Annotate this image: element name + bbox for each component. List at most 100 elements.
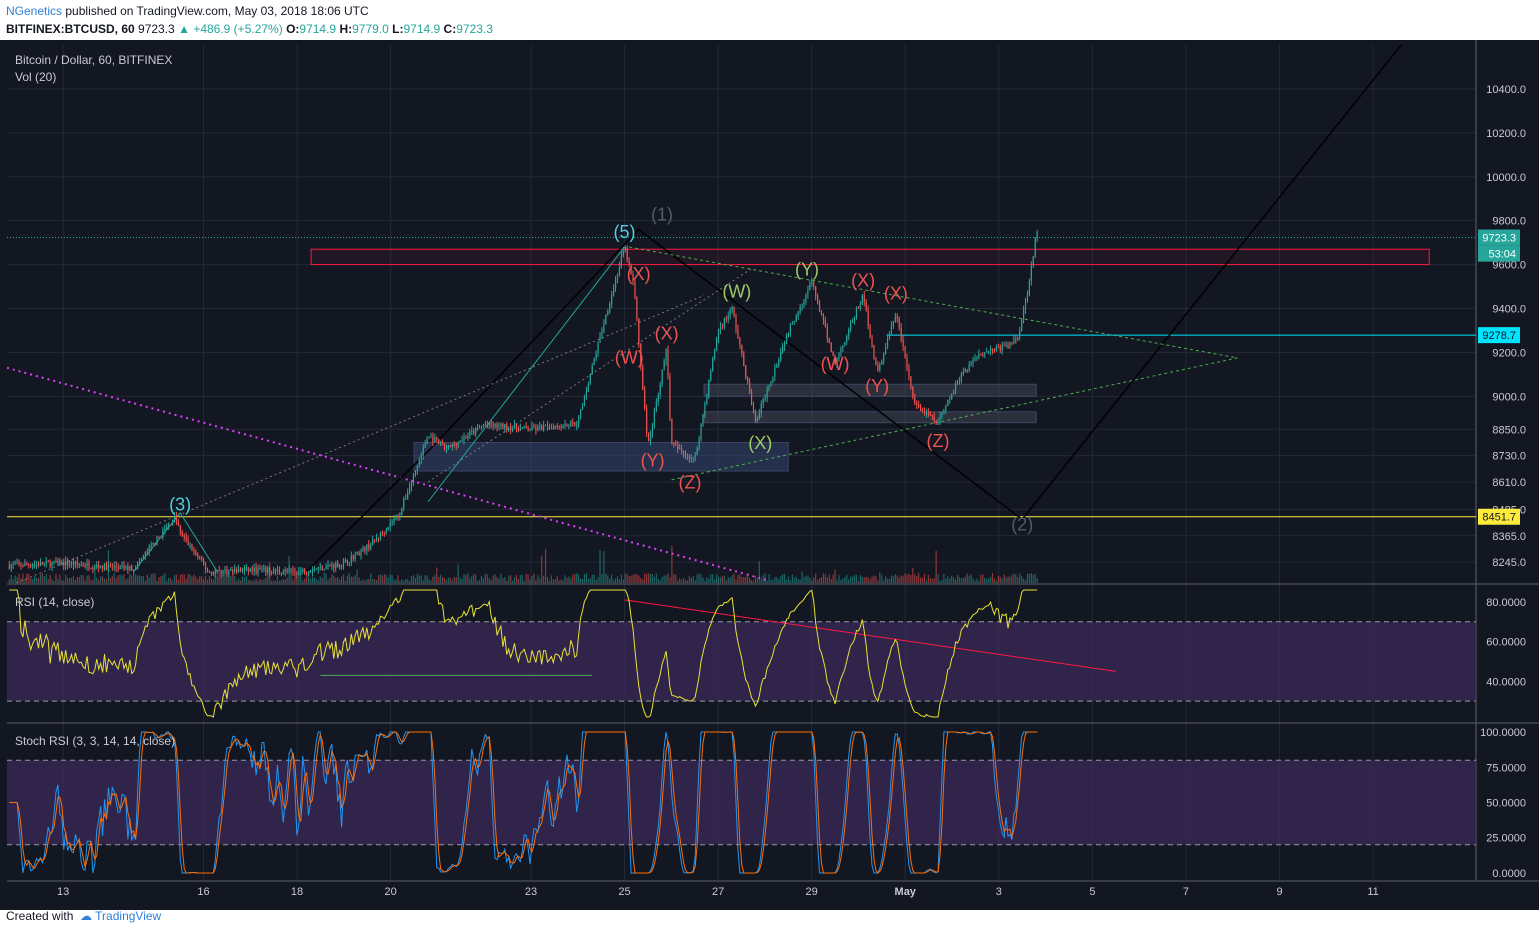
volume-bar bbox=[515, 574, 518, 583]
candle-body bbox=[461, 440, 463, 442]
volume-bar bbox=[888, 579, 891, 583]
volume-bar bbox=[550, 575, 553, 583]
tradingview-link[interactable]: TradingView bbox=[95, 909, 162, 923]
volume-bar bbox=[1032, 574, 1034, 583]
candle-body bbox=[888, 333, 891, 339]
symbol-label: BITFINEX:BTCUSD, 60 bbox=[6, 22, 135, 36]
volume-bar bbox=[581, 578, 584, 583]
candle-body bbox=[471, 431, 473, 433]
volume-bar bbox=[533, 573, 535, 583]
candle-body bbox=[541, 425, 543, 431]
candle-body bbox=[263, 567, 265, 569]
wave-label: (X) bbox=[748, 433, 772, 453]
candle-body bbox=[476, 427, 479, 429]
volume-bar bbox=[290, 573, 292, 583]
volume-bar bbox=[902, 576, 904, 583]
candle-body bbox=[438, 439, 440, 444]
candle-body bbox=[317, 567, 319, 570]
candle-body bbox=[309, 571, 312, 573]
volume-bar bbox=[368, 578, 370, 583]
volume-bar bbox=[309, 578, 312, 583]
volume-bar bbox=[729, 577, 731, 583]
candle-body bbox=[993, 349, 996, 352]
volume-bar bbox=[1036, 578, 1038, 583]
wave-label: (2) bbox=[1011, 514, 1033, 534]
candle-body bbox=[121, 565, 123, 567]
volume-bar bbox=[974, 580, 976, 583]
volume-bar bbox=[822, 573, 825, 583]
time-tick: May bbox=[895, 886, 917, 898]
volume-bar bbox=[867, 577, 869, 583]
volume-bar bbox=[853, 575, 856, 583]
candle-body bbox=[302, 569, 304, 572]
candle-body bbox=[51, 562, 53, 567]
volume-bar bbox=[442, 577, 444, 583]
candle-body bbox=[1030, 265, 1032, 281]
chart-svg[interactable]: (3) (5) (1) (X) (W) (X) (Y) (Z) (W) (X) (Y) (W) (X) (… bbox=[0, 40, 1539, 910]
volume-bar bbox=[424, 575, 426, 583]
candle-body bbox=[797, 311, 799, 316]
candle-body bbox=[572, 421, 574, 423]
candle-body bbox=[657, 394, 659, 402]
volume-bar bbox=[739, 574, 741, 583]
volume-bar bbox=[737, 575, 739, 583]
candle-body bbox=[636, 298, 638, 319]
volume-bar bbox=[265, 577, 267, 583]
candle-body bbox=[253, 567, 255, 572]
candle-body bbox=[451, 443, 453, 447]
candle-body bbox=[463, 437, 465, 441]
candle-body bbox=[381, 532, 383, 534]
volume-bar bbox=[313, 577, 315, 583]
published-text: published on TradingView.com, May 03, 20… bbox=[65, 4, 369, 18]
volume-bar bbox=[607, 575, 609, 583]
volume-bar bbox=[416, 573, 418, 583]
volume-bar bbox=[962, 577, 964, 583]
tradingview-logo-icon[interactable]: ☁ bbox=[80, 909, 93, 923]
volume-bar bbox=[276, 575, 279, 583]
indicator-bands bbox=[7, 621, 1476, 846]
volume-bar bbox=[1028, 573, 1030, 583]
candle-body bbox=[498, 425, 500, 428]
candle-body bbox=[894, 316, 896, 322]
candle-body bbox=[368, 544, 370, 549]
volume-bar bbox=[348, 573, 350, 583]
candle-body bbox=[898, 318, 900, 328]
volume-bar bbox=[407, 579, 409, 583]
candle-body bbox=[399, 515, 401, 517]
candle-body bbox=[1003, 345, 1005, 347]
volume-bar bbox=[863, 577, 865, 583]
author-link[interactable]: NGenetics bbox=[6, 4, 63, 18]
candle-body bbox=[647, 432, 650, 442]
candle-body bbox=[84, 566, 86, 568]
candle-body bbox=[414, 470, 417, 475]
volume-bar bbox=[86, 575, 88, 583]
candle-body bbox=[848, 329, 850, 336]
volume-bar bbox=[372, 578, 374, 583]
volume-bar bbox=[214, 577, 216, 583]
candle-body bbox=[568, 425, 570, 427]
candle-body bbox=[181, 531, 183, 536]
chart-area[interactable]: (3) (5) (1) (X) (W) (X) (Y) (Z) (W) (X) (Y) (W) (X) (… bbox=[0, 40, 1539, 910]
candle-body bbox=[871, 337, 873, 346]
candle-body bbox=[1017, 336, 1019, 340]
volume-bar bbox=[721, 575, 724, 583]
candle-body bbox=[239, 568, 242, 571]
candle-body bbox=[449, 446, 451, 448]
volume-bar bbox=[335, 578, 337, 583]
volume-bar bbox=[634, 574, 636, 583]
candle-body bbox=[904, 346, 906, 358]
candle-body bbox=[136, 561, 139, 569]
candle-body bbox=[570, 421, 572, 426]
volume-bar bbox=[855, 574, 858, 583]
candle-body bbox=[535, 428, 537, 430]
volume-bar bbox=[210, 578, 213, 583]
volume-bar bbox=[850, 576, 852, 583]
volume-bar bbox=[970, 574, 972, 583]
candle-body bbox=[63, 561, 65, 566]
price-tick: 9000.0 bbox=[1492, 391, 1526, 403]
volume-bar bbox=[131, 575, 133, 583]
candle-body bbox=[238, 568, 240, 573]
close-label: C: bbox=[443, 22, 457, 36]
volume-bar bbox=[319, 576, 321, 583]
candle-body bbox=[272, 568, 275, 574]
